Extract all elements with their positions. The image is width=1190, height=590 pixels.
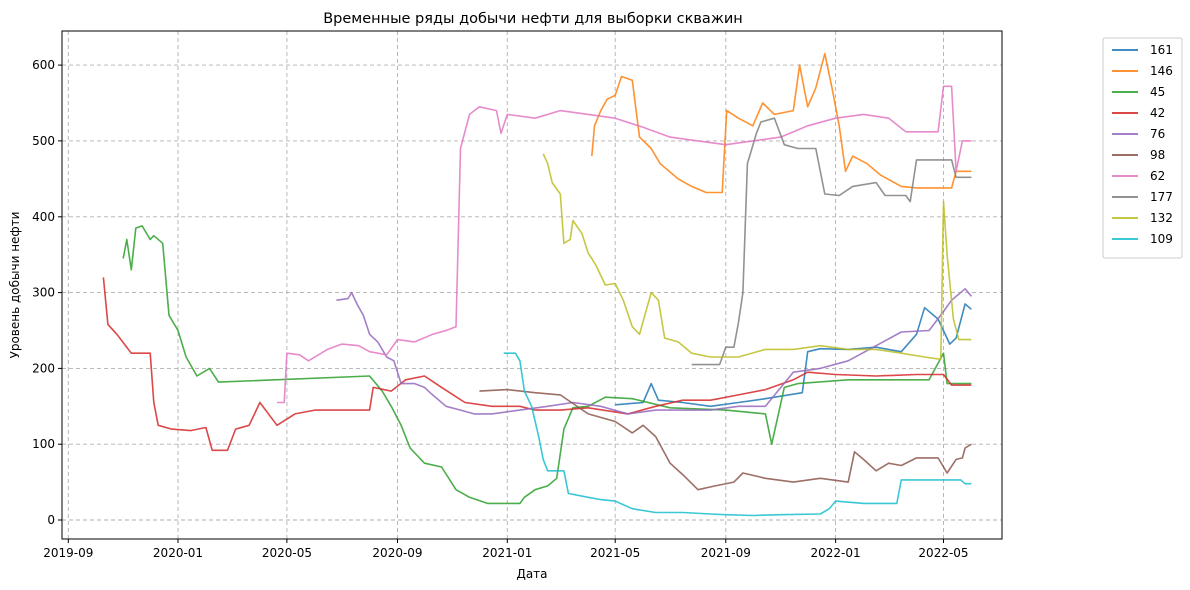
legend-label: 45 (1150, 85, 1165, 99)
legend-label: 177 (1150, 190, 1173, 204)
series-layer (102, 52, 973, 517)
series-line-109 (503, 352, 972, 517)
y-tick-label: 300 (32, 286, 55, 300)
legend: 161 146 45 42 76 98 62 177 132 109 (1102, 37, 1183, 259)
legend-label: 76 (1150, 127, 1165, 141)
x-tick-label: 2022-01 (811, 546, 861, 560)
legend-label: 62 (1150, 169, 1165, 183)
x-tick-label: 2020-09 (372, 546, 422, 560)
x-axis-title: Дата (516, 567, 547, 581)
y-tick-label: 200 (32, 361, 55, 375)
x-axis: 2019-09 2020-01 2020-05 2020-09 2021-01 2021-… (43, 539, 969, 560)
plot-frame (61, 30, 1003, 540)
x-tick-label: 2019-09 (43, 546, 93, 560)
x-tick-label: 2022-05 (918, 546, 968, 560)
series-line-45 (122, 225, 972, 505)
legend-label: 132 (1150, 211, 1173, 225)
x-tick-label: 2021-09 (701, 546, 751, 560)
series-line-177 (691, 117, 972, 366)
legend-label: 98 (1150, 148, 1165, 162)
y-axis: 0 100 200 300 400 500 600 (32, 58, 62, 527)
series-line-42 (102, 277, 972, 452)
y-tick-label: 600 (32, 58, 55, 72)
legend-label: 161 (1150, 43, 1173, 57)
x-tick-label: 2020-05 (262, 546, 312, 560)
series-line-98 (479, 388, 972, 491)
x-tick-label: 2021-05 (590, 546, 640, 560)
x-tick-label: 2021-01 (482, 546, 532, 560)
series-line-132 (542, 153, 972, 361)
y-tick-label: 500 (32, 134, 55, 148)
series-line-161 (615, 303, 972, 408)
y-tick-label: 0 (47, 513, 55, 527)
y-tick-label: 400 (32, 210, 55, 224)
legend-label: 146 (1150, 64, 1173, 78)
legend-label: 109 (1150, 232, 1173, 246)
x-tick-label: 2020-01 (153, 546, 203, 560)
series-line-146 (591, 52, 972, 194)
series-line-62 (277, 85, 972, 404)
chart-title: Временные ряды добычи нефти для выборки … (323, 11, 743, 27)
y-axis-title: Уровень добычи нефти (8, 212, 22, 359)
series-line-76 (336, 287, 973, 415)
y-tick-label: 100 (32, 437, 55, 451)
legend-label: 42 (1150, 106, 1165, 120)
